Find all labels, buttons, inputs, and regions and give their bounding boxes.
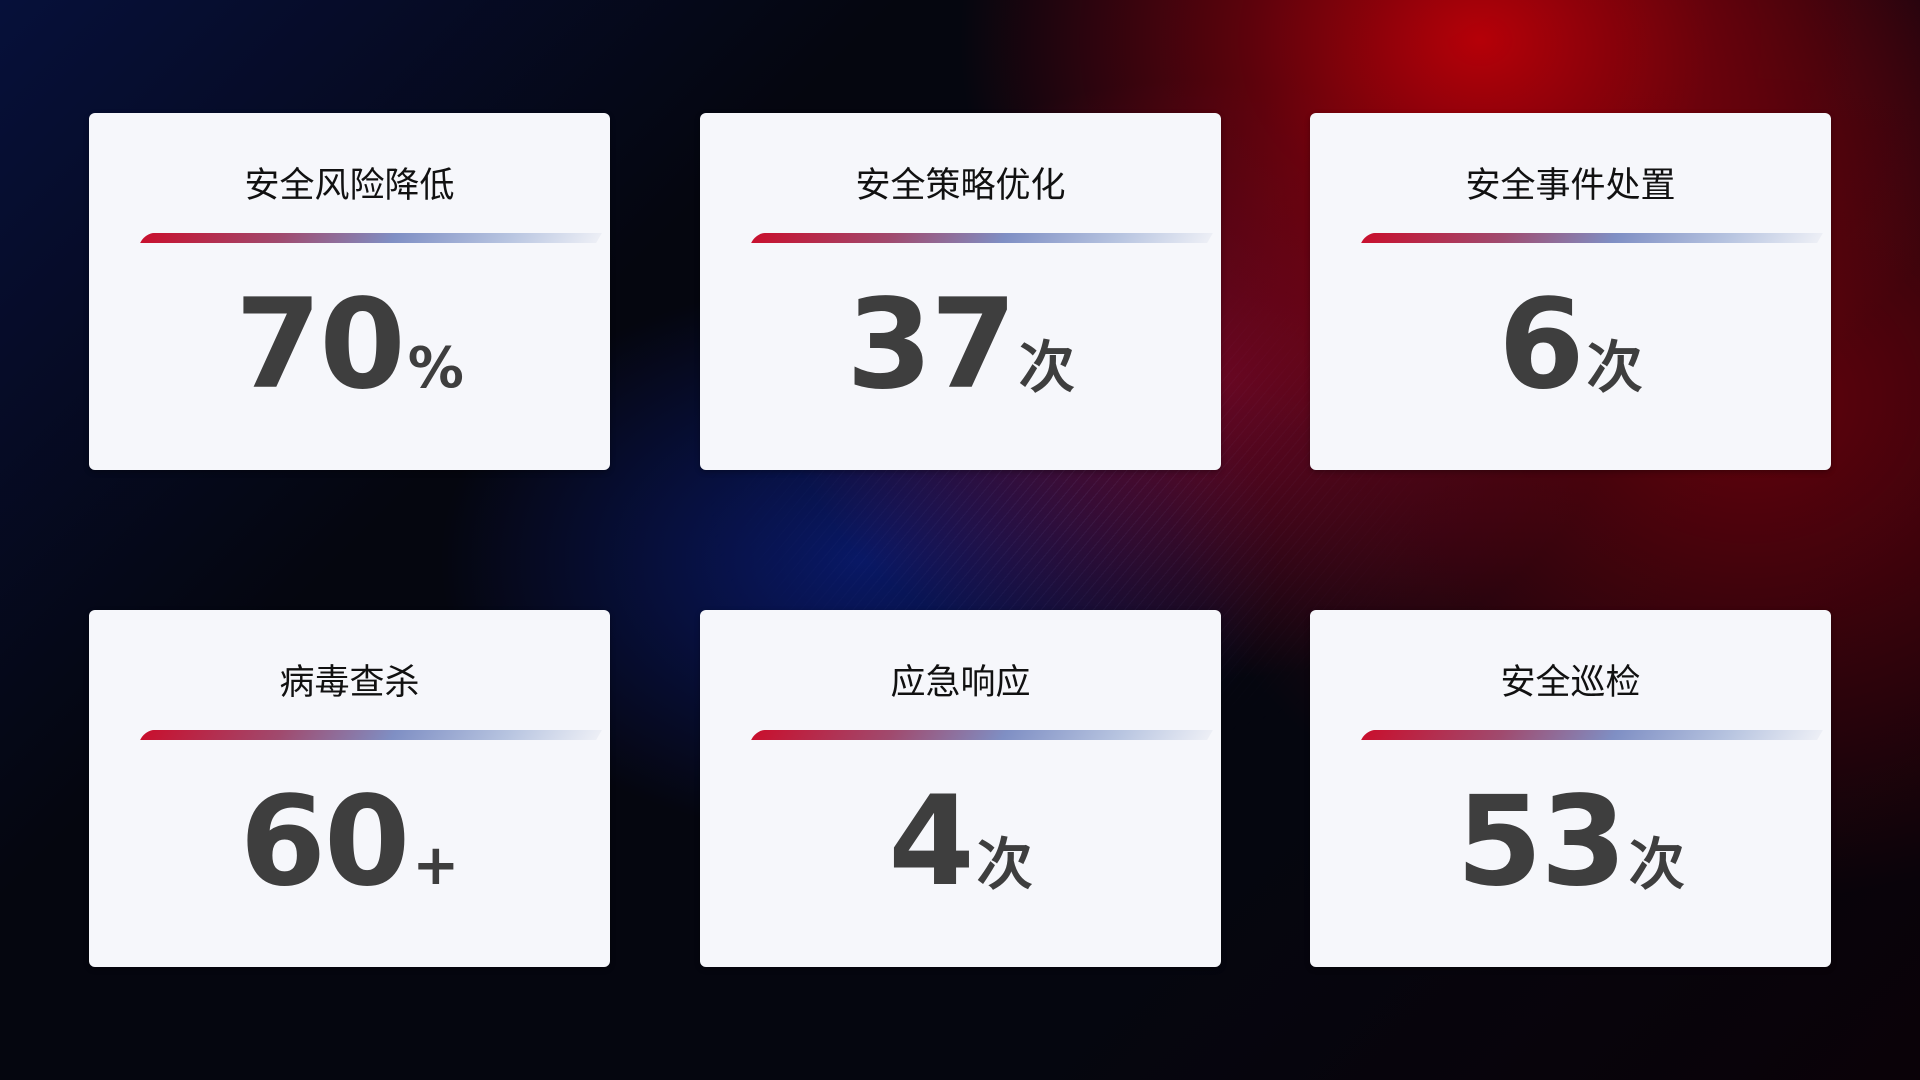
card-value: 37次 bbox=[700, 273, 1221, 417]
value-unit: 次 bbox=[1586, 336, 1643, 401]
card-value: 60+ bbox=[89, 770, 610, 914]
card-value: 6次 bbox=[1310, 273, 1831, 417]
value-number: 53 bbox=[1456, 770, 1627, 914]
stat-card-security-patrol: 安全巡检 53次 bbox=[1310, 610, 1831, 967]
card-value: 53次 bbox=[1310, 770, 1831, 914]
stat-card-policy-optimization: 安全策略优化 37次 bbox=[700, 113, 1221, 470]
stat-card-emergency-response: 应急响应 4次 bbox=[700, 610, 1221, 967]
card-title: 病毒查杀 bbox=[279, 663, 420, 703]
value-number: 37 bbox=[846, 273, 1017, 417]
card-divider-bar bbox=[1361, 233, 1823, 243]
card-divider-bar bbox=[140, 233, 602, 243]
stat-card-virus-removal: 病毒查杀 60+ bbox=[89, 610, 610, 967]
card-divider-bar bbox=[140, 730, 602, 740]
card-title: 安全风险降低 bbox=[244, 166, 455, 206]
card-title: 应急响应 bbox=[890, 663, 1031, 703]
stat-card-risk-reduction: 安全风险降低 70% bbox=[89, 113, 610, 470]
card-divider-bar bbox=[751, 233, 1213, 243]
card-divider-bar bbox=[1361, 730, 1823, 740]
value-number: 4 bbox=[888, 770, 974, 914]
card-title: 安全巡检 bbox=[1500, 663, 1641, 703]
card-title: 安全策略优化 bbox=[855, 166, 1066, 206]
value-number: 60 bbox=[239, 770, 411, 914]
card-title: 安全事件处置 bbox=[1465, 166, 1676, 206]
value-unit: + bbox=[412, 833, 460, 898]
value-unit: 次 bbox=[976, 833, 1033, 898]
value-unit: 次 bbox=[1018, 336, 1075, 401]
card-value: 4次 bbox=[700, 770, 1221, 914]
card-value: 70% bbox=[89, 273, 610, 417]
stat-card-incident-handling: 安全事件处置 6次 bbox=[1310, 113, 1831, 470]
value-number: 6 bbox=[1498, 273, 1584, 417]
value-unit: % bbox=[407, 336, 464, 401]
value-number: 70 bbox=[235, 273, 406, 417]
value-unit: 次 bbox=[1628, 833, 1685, 898]
card-divider-bar bbox=[751, 730, 1213, 740]
